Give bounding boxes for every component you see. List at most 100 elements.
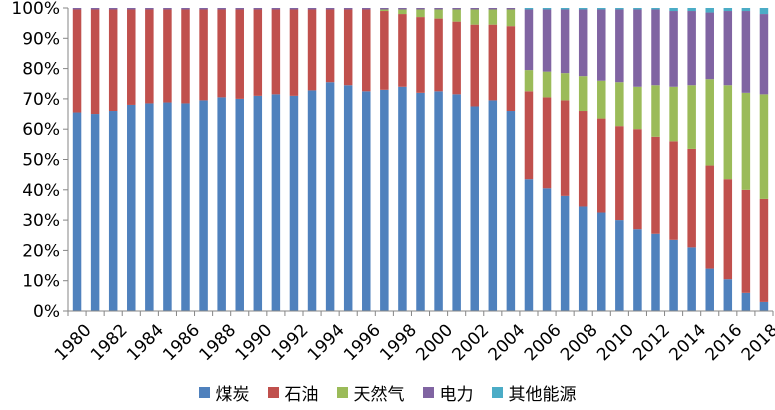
bar-segment-2013-s1 — [669, 141, 678, 240]
bar-segment-2006-s2 — [542, 71, 552, 98]
bar-segment-2005-s0 — [524, 179, 534, 311]
bar-segment-2004-s3 — [506, 8, 516, 10]
x-tick-label: 2010 — [593, 320, 638, 365]
bar-segment-1997-s2 — [380, 9, 389, 12]
bar-segment-2010-s4 — [615, 8, 624, 10]
y-tick-label: 20% — [22, 241, 60, 261]
legend-item: 电力 — [422, 380, 474, 405]
bar-segment-1990-s1 — [253, 9, 263, 96]
x-tick-label: 1982 — [87, 320, 132, 365]
x-tick-label: 2000 — [412, 320, 457, 365]
bar-segment-2011-s2 — [633, 86, 642, 130]
bar-segment-2016-s1 — [723, 179, 733, 280]
bar-segment-1997-s0 — [380, 89, 389, 311]
bar-segment-1985-s3 — [163, 8, 172, 10]
legend-item: 石油 — [267, 380, 319, 405]
bar-segment-2004-s2 — [506, 9, 516, 27]
legend: 煤炭 石油 天然气 电力 其他能源 — [0, 380, 775, 405]
bar-segment-1995-s3 — [343, 8, 353, 10]
bar-segment-2001-s3 — [452, 8, 461, 10]
bar-segment-2001-s1 — [452, 21, 461, 95]
bar-segment-1984-s3 — [145, 8, 154, 10]
bar-segment-1996-s0 — [362, 91, 371, 311]
bar-segment-1987-s0 — [199, 100, 208, 311]
bar-segment-2010-s3 — [615, 9, 624, 83]
bar-segment-2012-s0 — [651, 233, 660, 311]
bar-segment-1997-s1 — [380, 11, 389, 90]
y-tick-labels: 0% 10% 20% 30% 40% 50% 60% 70% 80% 90% 100% — [11, 0, 60, 322]
bar-segment-2015-s2 — [705, 79, 714, 166]
x-tick-label: 2014 — [665, 320, 710, 365]
bar-segment-2017-s3 — [741, 11, 751, 93]
bar-segment-1994-s0 — [325, 82, 335, 311]
bar-segment-2005-s2 — [524, 70, 534, 92]
bar-segment-1986-s3 — [181, 8, 190, 10]
legend-label: 其他能源 — [508, 384, 577, 405]
bar-segment-2013-s2 — [669, 86, 678, 142]
bar-segment-2014-s1 — [687, 148, 696, 248]
y-tick-label: 80% — [22, 60, 60, 80]
bar-segment-2016-s3 — [723, 11, 733, 86]
bar-segment-2005-s4 — [524, 8, 534, 10]
bar-segment-2014-s3 — [687, 11, 696, 86]
bar-segment-1983-s1 — [127, 9, 136, 105]
bar-segment-1980-s0 — [72, 112, 82, 311]
x-tick-label: 2008 — [557, 320, 602, 365]
bar-segment-2014-s4 — [687, 8, 696, 12]
bar-segment-2014-s0 — [687, 247, 696, 311]
bar-segment-2008-s1 — [578, 111, 588, 207]
bar-segment-2013-s0 — [669, 239, 678, 311]
bar-segment-2007-s2 — [560, 73, 570, 101]
bar-segment-2018-s2 — [759, 94, 769, 199]
bar-segment-1996-s1 — [362, 9, 371, 92]
bar-segment-1984-s1 — [145, 9, 154, 104]
bar-segment-2000-s3 — [434, 8, 443, 10]
bar-segment-2006-s4 — [542, 8, 552, 10]
bar-segment-2009-s3 — [597, 9, 606, 81]
y-tick-label: 40% — [22, 181, 60, 201]
x-tick-label: 1990 — [232, 320, 277, 365]
bar-segment-1999-s0 — [416, 92, 425, 311]
y-tick-label: 10% — [22, 272, 60, 292]
x-tick-label: 1984 — [123, 320, 168, 365]
bar-segment-2003-s1 — [488, 24, 498, 101]
bar-segment-1998-s3 — [398, 8, 407, 10]
bar-segment-2007-s4 — [560, 8, 570, 10]
bar-segment-1989-s0 — [235, 98, 244, 312]
bar-segment-2018-s1 — [759, 198, 769, 302]
bar-segment-1991-s3 — [271, 8, 281, 10]
bar-segment-2003-s2 — [488, 9, 498, 25]
bar-segment-2011-s1 — [633, 129, 642, 230]
x-tick-label: 2006 — [521, 320, 566, 365]
bar-segment-1982-s3 — [108, 8, 118, 10]
bar-segment-2012-s4 — [651, 8, 660, 10]
bar-segment-2010-s1 — [615, 126, 624, 221]
bar-segment-2018-s4 — [759, 8, 769, 15]
bar-segment-2016-s2 — [723, 85, 733, 180]
bar-segment-2013-s4 — [669, 8, 678, 12]
bar-segment-2006-s3 — [542, 9, 552, 72]
y-tick-label: 90% — [22, 29, 60, 49]
x-tick-labels: 1980198219841986198819901992199419961998… — [51, 320, 775, 365]
x-tick-label: 1988 — [195, 320, 240, 365]
bar-segment-1992-s1 — [289, 9, 299, 96]
bar-segment-1990-s0 — [253, 95, 263, 312]
bar-segment-2003-s0 — [488, 100, 498, 311]
bar-segment-2006-s1 — [542, 97, 552, 189]
bar-segment-1998-s1 — [398, 14, 407, 87]
bar-segment-2017-s2 — [741, 92, 751, 190]
bar-segment-2006-s0 — [542, 188, 552, 311]
bar-segment-1998-s0 — [398, 86, 407, 311]
bar-segment-2000-s2 — [434, 9, 443, 19]
x-tick-label: 1996 — [340, 320, 385, 365]
bar-segment-2005-s3 — [524, 9, 534, 71]
axes-layer — [63, 7, 774, 316]
bar-segment-2015-s1 — [705, 165, 714, 269]
bar-segment-2002-s3 — [470, 8, 479, 10]
bar-segment-1993-s3 — [307, 8, 317, 10]
bar-segment-1989-s3 — [235, 8, 244, 10]
bar-segment-2018-s0 — [759, 301, 769, 311]
legend-swatch — [491, 386, 503, 398]
bar-segment-2015-s3 — [705, 12, 714, 80]
